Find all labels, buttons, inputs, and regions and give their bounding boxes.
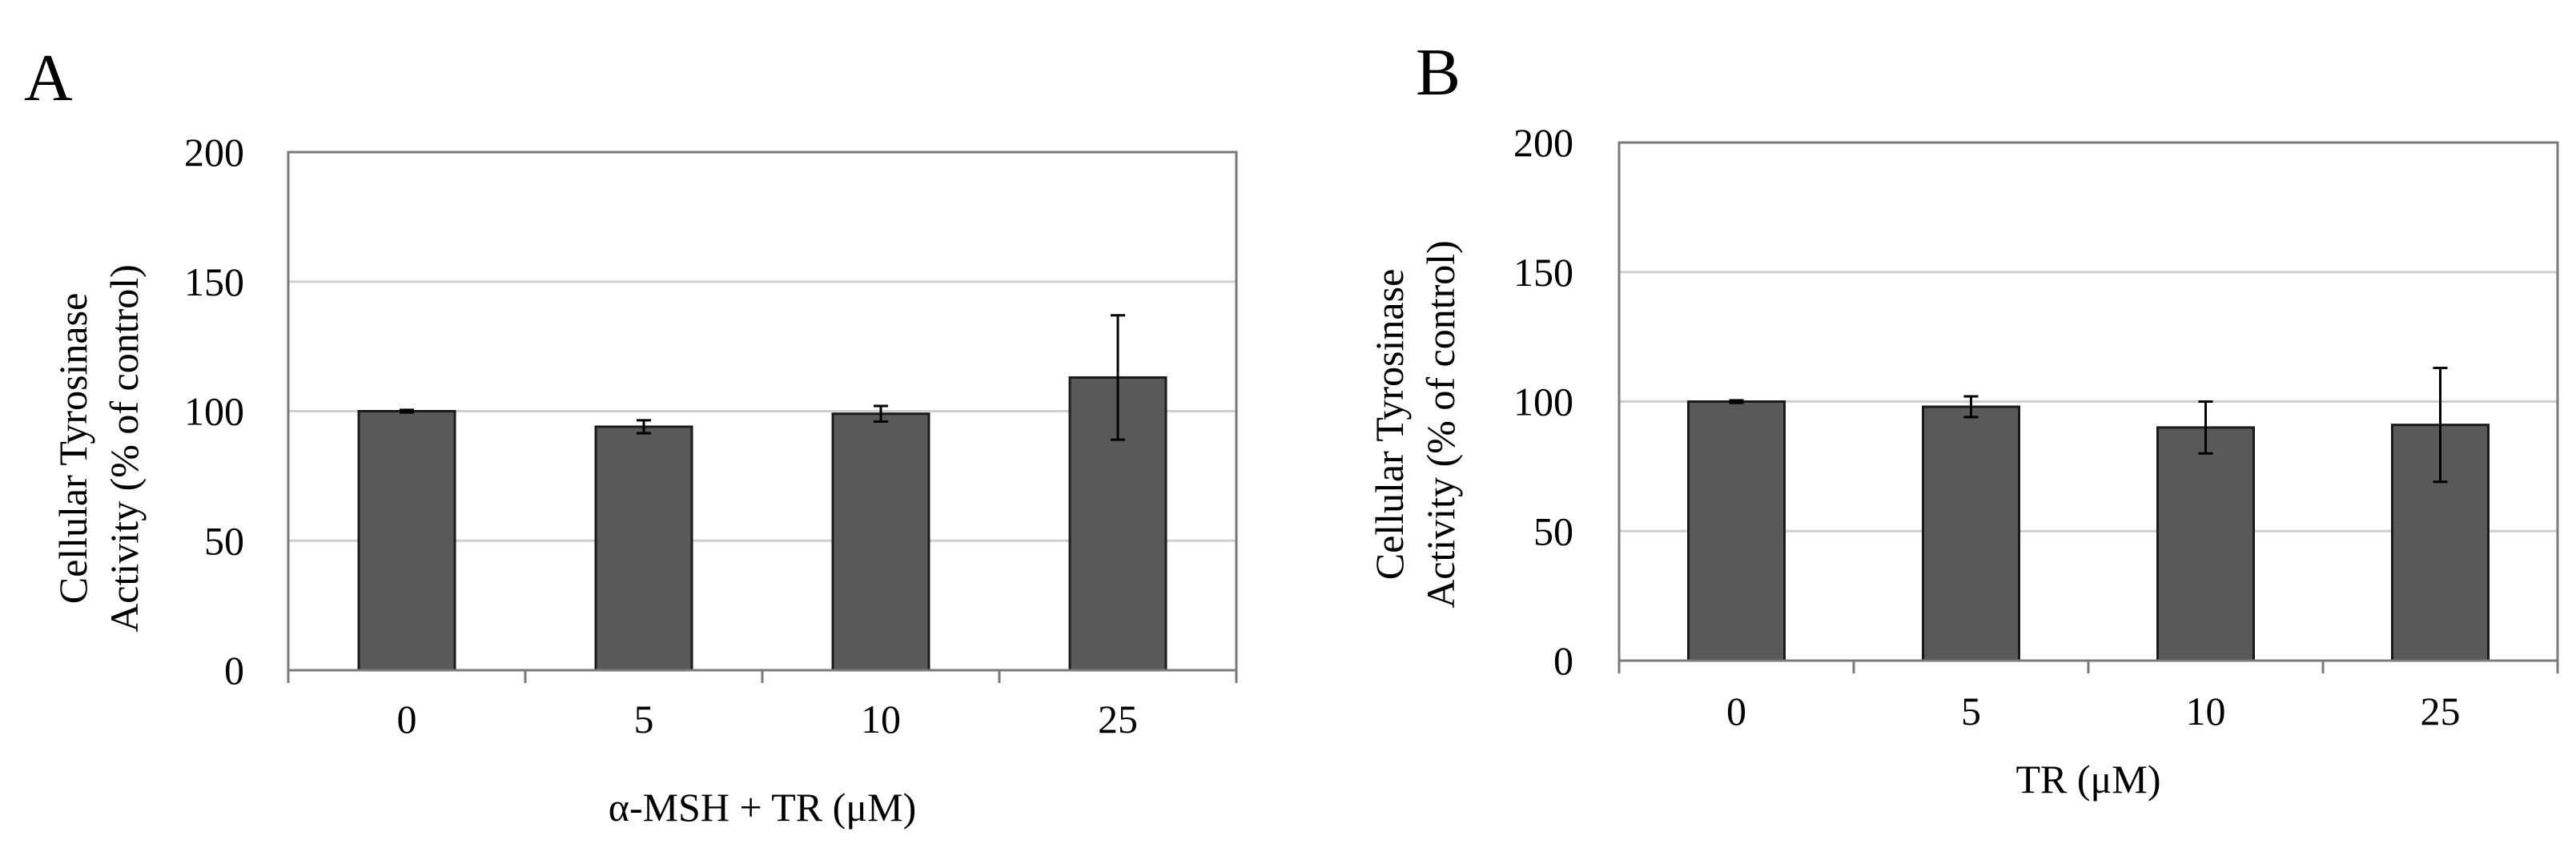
- panel-a-x-tick-label: 25: [1098, 697, 1138, 741]
- panel-a-x-tick-label: 5: [634, 697, 654, 741]
- panel-b-error-bar-25: [2433, 366, 2448, 484]
- panel-a-y-tick-label: 0: [224, 648, 244, 693]
- panel-a-y-axis-title-line1: Cellular Tyrosinase: [50, 293, 95, 605]
- panel-b-error-bar-10: [2198, 400, 2213, 455]
- panel-a-bar-5: [594, 425, 693, 672]
- panel-b-y-axis-title-line2: Activity (% of control): [1418, 240, 1463, 609]
- panel-b-x-axis: [1618, 659, 2559, 673]
- panel-a-error-bar-25: [1111, 314, 1125, 441]
- panel-b-y-tick-label: 100: [1513, 380, 1573, 424]
- panel-b-y-tick-label: 150: [1513, 250, 1573, 295]
- panel-b-x-tick-label: 5: [1961, 689, 1981, 733]
- panel-a-x-ticks: 0 5 10 25: [397, 697, 1139, 741]
- panel-b-letter: B: [1416, 35, 1461, 110]
- panel-b: B Cellular Tyrosinase Activity (% of con…: [1367, 35, 2559, 802]
- panel-b-x-tick-label: 10: [2186, 689, 2226, 733]
- panel-b-y-axis-title: Cellular Tyrosinase Activity (% of contr…: [1367, 240, 1463, 609]
- panel-a-y-tick-label: 50: [204, 518, 244, 563]
- panel-b-y-tick-label: 0: [1553, 638, 1573, 683]
- panel-a-y-tick-label: 200: [184, 130, 244, 175]
- panel-a-x-tick-label: 10: [861, 697, 901, 741]
- panel-b-y-tick-label: 50: [1533, 508, 1573, 553]
- panel-a-x-axis: [287, 669, 1238, 683]
- panel-b-bar-5: [1922, 405, 2020, 662]
- panel-b-x-axis-title: TR (μM): [2016, 757, 2161, 802]
- panel-a-y-ticks: 0 50 100 150 200: [184, 130, 244, 693]
- panel-b-x-ticks: 0 5 10 25: [1726, 689, 2461, 733]
- panel-b-error-bars: [1729, 366, 2448, 484]
- panel-b-bar-0: [1687, 400, 1786, 662]
- panel-b-error-bar-5: [1963, 395, 1979, 419]
- panel-b-y-axis-title-line1: Cellular Tyrosinase: [1367, 269, 1412, 581]
- panel-a-y-axis-title-line2: Activity (% of control): [102, 264, 147, 633]
- panel-a-y-tick-label: 100: [184, 389, 244, 434]
- panel-a-y-axis-title: Cellular Tyrosinase Activity (% of contr…: [50, 264, 147, 633]
- panel-a-error-bar-10: [874, 404, 888, 423]
- panel-a-error-bar-0: [400, 408, 414, 414]
- panel-a-x-axis-title: α-MSH + TR (μM): [609, 785, 916, 830]
- panel-a-bar-10: [831, 412, 930, 672]
- panel-b-y-tick-label: 200: [1513, 120, 1573, 165]
- panel-a-letter: A: [24, 41, 73, 115]
- panel-a-error-bar-5: [637, 419, 651, 435]
- panel-b-bar-10: [2156, 426, 2255, 662]
- panel-a-bar-0: [357, 410, 456, 672]
- panel-b-x-tick-label: 25: [2421, 689, 2461, 733]
- panel-a-error-bars: [400, 314, 1125, 441]
- panel-a: A Cellular Tyrosinase Activity (% of con…: [24, 41, 1238, 830]
- panel-a-bars: [357, 376, 1167, 672]
- panel-b-error-bar-0: [1729, 399, 1744, 404]
- panel-a-x-tick-label: 0: [397, 697, 417, 741]
- panel-b-y-ticks: 0 50 100 150 200: [1513, 120, 1573, 683]
- panel-a-y-tick-label: 150: [184, 259, 244, 304]
- panel-b-x-tick-label: 0: [1726, 689, 1746, 733]
